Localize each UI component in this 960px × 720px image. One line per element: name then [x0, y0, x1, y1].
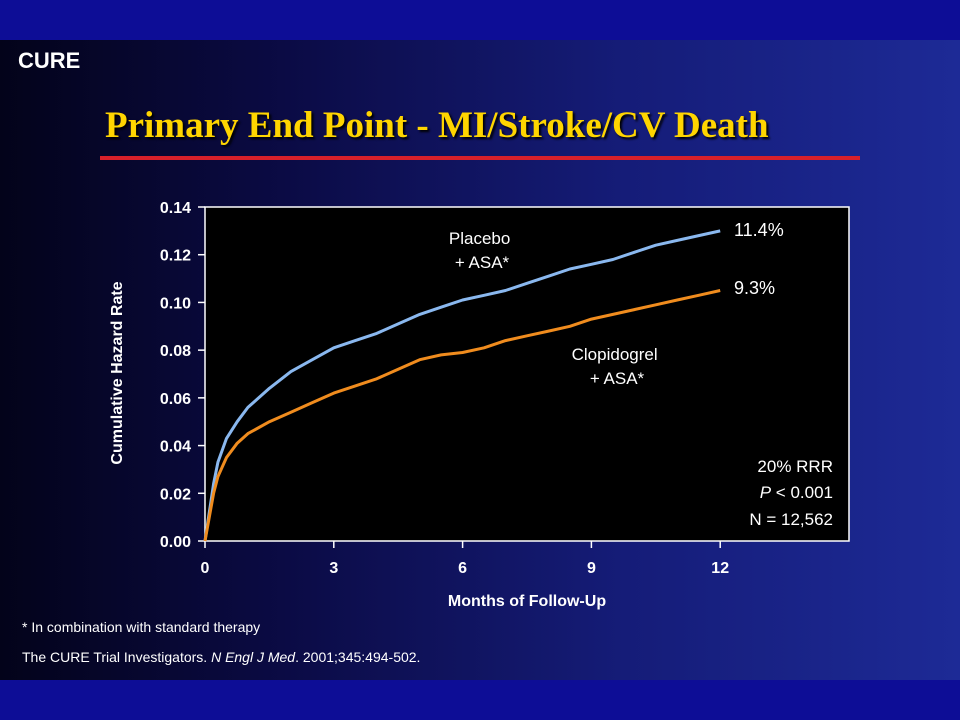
y-axis-title: Cumulative Hazard Rate — [109, 281, 126, 464]
citation-journal: N Engl J Med — [211, 649, 296, 665]
p-value-stat: P < 0.001 — [760, 483, 833, 502]
x-axis: 0 3 6 9 12 — [201, 541, 729, 577]
p-value: < 0.001 — [771, 483, 833, 502]
series-lines — [203, 229, 721, 542]
placebo-end-label: 11.4% — [734, 220, 784, 240]
x-axis-title: Months of Follow-Up — [448, 593, 606, 610]
citation-details: . 2001;345:494-502. — [295, 649, 421, 665]
y-tick-label: 0.12 — [160, 248, 191, 265]
footnote: * In combination with standard therapy — [22, 619, 261, 635]
clopidogrel-label-line-2: + ASA* — [590, 369, 645, 388]
y-tick-label: 0.06 — [160, 391, 191, 408]
y-tick-label: 0.10 — [160, 295, 191, 312]
placebo-series-line — [203, 229, 721, 542]
x-tick-label: 6 — [458, 560, 467, 577]
top-band — [0, 0, 960, 40]
placebo-series-label: Placebo + ASA* — [449, 229, 515, 272]
x-tick-label: 9 — [587, 560, 596, 577]
citation-authors: The CURE Trial Investigators. — [22, 649, 212, 665]
title-underline — [100, 156, 860, 160]
p-label: P — [760, 483, 772, 502]
placebo-label-line-2: + ASA* — [455, 253, 510, 272]
clopidogrel-series-label: Clopidogrel + ASA* — [572, 345, 663, 388]
citation: The CURE Trial Investigators. N Engl J M… — [22, 649, 420, 665]
slide-title: Primary End Point - MI/Stroke/CV Death — [105, 105, 769, 146]
y-tick-label: 0.08 — [160, 343, 191, 360]
bottom-band — [0, 680, 960, 720]
y-axis: 0.00 0.02 0.04 0.06 0.08 0.10 0.12 0.14 — [160, 200, 205, 551]
rrr-stat: 20% RRR — [757, 457, 833, 476]
y-tick-label: 0.00 — [160, 534, 191, 551]
x-tick-label: 0 — [201, 560, 210, 577]
y-tick-label: 0.04 — [160, 439, 191, 456]
cure-logo: CURE — [18, 48, 81, 73]
plot-area — [204, 206, 850, 542]
n-stat: N = 12,562 — [749, 510, 833, 529]
x-tick-label: 12 — [711, 560, 729, 577]
clopidogrel-label-line-1: Clopidogrel — [572, 345, 658, 364]
x-tick-label: 3 — [329, 560, 338, 577]
clopidogrel-series-line — [203, 289, 721, 542]
y-tick-label: 0.14 — [160, 200, 191, 217]
y-tick-label: 0.02 — [160, 486, 191, 503]
placebo-label-line-1: Placebo — [449, 229, 510, 248]
clopidogrel-end-label: 9.3% — [734, 278, 775, 298]
